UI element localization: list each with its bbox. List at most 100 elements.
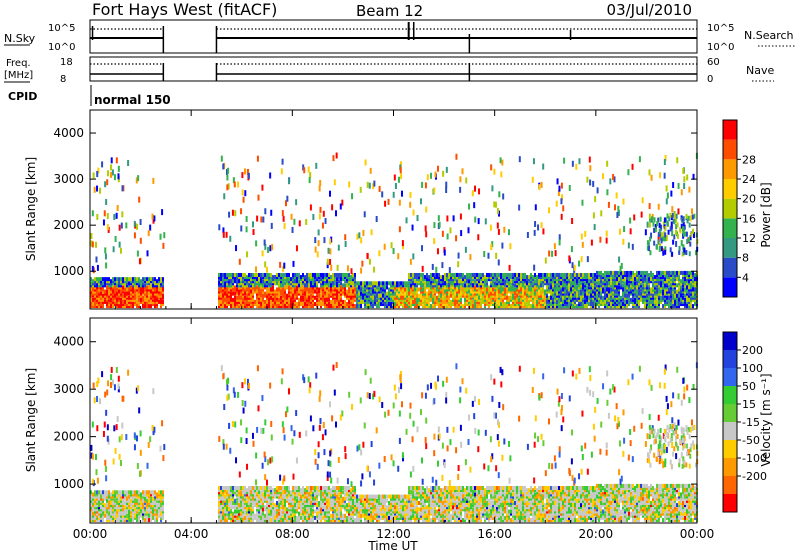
scatter-cell bbox=[294, 302, 296, 307]
scatter-cell bbox=[566, 297, 568, 302]
scatter-cell bbox=[224, 283, 226, 288]
scatter-cell bbox=[588, 289, 590, 294]
scatter-cell bbox=[644, 295, 646, 300]
scatter-cell bbox=[246, 291, 248, 296]
scatter-cell bbox=[152, 289, 154, 294]
scatter-cell bbox=[392, 293, 394, 298]
scatter-cell bbox=[380, 285, 382, 290]
scatter-cell bbox=[530, 275, 532, 280]
scatter-cell bbox=[300, 302, 302, 307]
scatter-cell bbox=[572, 287, 574, 292]
scatter-cell bbox=[690, 285, 692, 290]
scatter-cell bbox=[160, 293, 162, 298]
scatter-cell bbox=[281, 210, 284, 217]
scatter-cell bbox=[600, 291, 602, 296]
scatter-cell bbox=[142, 505, 144, 510]
scatter-cell bbox=[110, 518, 112, 523]
scatter-cell bbox=[652, 285, 654, 290]
scatter-cell bbox=[670, 272, 672, 277]
scatter-cell bbox=[248, 287, 250, 292]
scatter-cell bbox=[94, 279, 96, 284]
scatter-cell bbox=[538, 272, 540, 277]
scatter-cell bbox=[240, 281, 242, 286]
scatter-cell bbox=[232, 505, 234, 510]
scatter-cell bbox=[516, 289, 518, 294]
scatter-cell bbox=[230, 293, 232, 298]
scatter-cell bbox=[136, 494, 138, 499]
scatter-cell bbox=[682, 250, 685, 256]
scatter-cell bbox=[626, 299, 628, 304]
scatter-cell bbox=[120, 511, 122, 516]
scatter-cell bbox=[158, 277, 160, 282]
scatter-cell bbox=[388, 281, 390, 286]
scatter-cell bbox=[98, 291, 100, 296]
scatter-cell bbox=[576, 281, 578, 286]
scatter-cell bbox=[373, 180, 376, 187]
scatter-cell bbox=[96, 293, 98, 298]
scatter-cell bbox=[648, 281, 650, 286]
scatter-cell bbox=[650, 304, 652, 309]
scatter-cell bbox=[268, 272, 270, 277]
scatter-cell bbox=[376, 302, 378, 307]
scatter-cell bbox=[520, 289, 522, 294]
scatter-cell bbox=[118, 293, 120, 298]
scatter-cell bbox=[316, 272, 318, 277]
scatter-cell bbox=[260, 293, 262, 298]
nsearch-tick-bottom: 10^0 bbox=[707, 42, 734, 53]
scatter-cell bbox=[498, 299, 500, 304]
scatter-cell bbox=[656, 279, 658, 284]
scatter-cell bbox=[230, 295, 232, 300]
scatter-cell bbox=[408, 295, 410, 300]
scatter-cell bbox=[90, 277, 92, 282]
scatter-cell bbox=[324, 217, 327, 224]
scatter-cell bbox=[484, 283, 486, 288]
scatter-cell bbox=[102, 503, 104, 508]
scatter-cell bbox=[630, 291, 632, 296]
scatter-cell bbox=[256, 279, 258, 284]
scatter-cell bbox=[152, 511, 154, 516]
scatter-cell bbox=[314, 246, 317, 253]
scatter-cell bbox=[452, 272, 454, 277]
scatter-cell bbox=[408, 285, 410, 290]
scatter-cell bbox=[326, 287, 328, 292]
scatter-cell bbox=[290, 277, 292, 282]
scatter-cell bbox=[271, 244, 274, 251]
scatter-cell bbox=[458, 293, 460, 298]
scatter-cell bbox=[244, 302, 246, 307]
scatter-cell bbox=[298, 279, 300, 284]
scatter-cell bbox=[312, 213, 315, 220]
scatter-cell bbox=[630, 270, 632, 275]
scatter-cell bbox=[607, 201, 610, 208]
scatter-cell bbox=[663, 172, 666, 179]
scatter-cell bbox=[96, 494, 98, 499]
scatter-cell bbox=[570, 281, 572, 286]
scatter-cell bbox=[278, 302, 280, 307]
scatter-cell bbox=[662, 250, 665, 256]
scatter-cell bbox=[279, 261, 282, 268]
scatter-cell bbox=[320, 283, 322, 288]
scatter-cell bbox=[490, 287, 492, 292]
scatter-cell bbox=[258, 293, 260, 298]
scatter-cell bbox=[350, 293, 352, 298]
scatter-cell bbox=[636, 299, 638, 304]
scatter-cell bbox=[432, 304, 434, 309]
scatter-cell bbox=[120, 299, 122, 304]
scatter-cell bbox=[146, 490, 148, 495]
scatter-cell bbox=[258, 295, 260, 300]
scatter-cell bbox=[276, 287, 278, 292]
scatter-cell bbox=[484, 304, 486, 309]
scatter-cell bbox=[440, 289, 442, 294]
scatter-cell bbox=[524, 304, 526, 309]
scatter-cell bbox=[406, 285, 408, 290]
scatter-cell bbox=[91, 210, 94, 217]
scatter-cell bbox=[566, 293, 568, 298]
scatter-cell bbox=[228, 505, 230, 510]
scatter-cell bbox=[368, 304, 370, 309]
scatter-cell bbox=[114, 302, 116, 307]
scatter-cell bbox=[592, 291, 594, 296]
scatter-cell bbox=[156, 297, 158, 302]
scatter-cell bbox=[220, 275, 222, 280]
scatter-cell bbox=[356, 295, 358, 300]
scatter-cell bbox=[462, 291, 464, 296]
scatter-cell bbox=[446, 285, 448, 290]
